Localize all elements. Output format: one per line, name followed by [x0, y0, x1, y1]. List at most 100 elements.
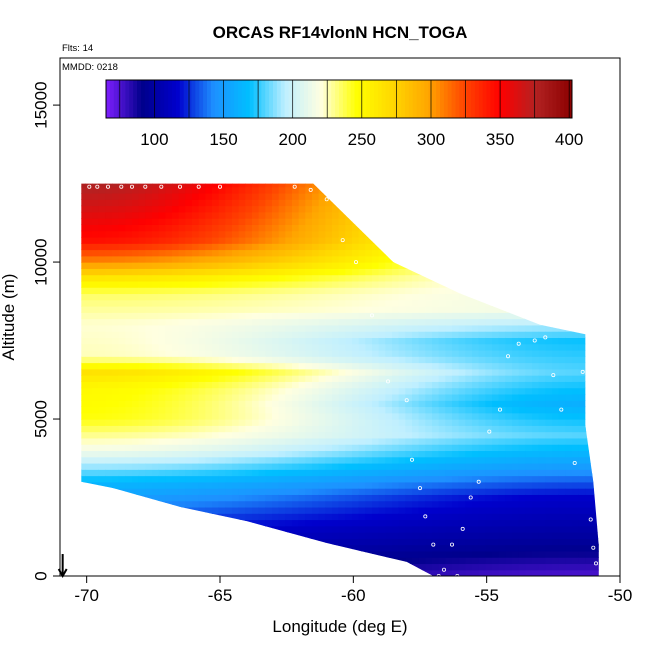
heatmap-cell — [438, 532, 446, 539]
heatmap-cell — [85, 274, 93, 282]
heatmap-cell — [412, 268, 420, 276]
heatmap-cell — [152, 243, 160, 251]
heatmap-cell — [412, 318, 420, 326]
heatmap-cell — [85, 312, 93, 320]
heatmap-cell — [532, 437, 540, 445]
heatmap-cell — [585, 557, 593, 565]
heatmap-cell — [478, 293, 486, 301]
heatmap-cell — [145, 412, 153, 420]
heatmap-cell — [532, 538, 540, 546]
heatmap-cell — [218, 293, 226, 301]
heatmap-cell — [432, 343, 440, 351]
heatmap-cell — [532, 475, 540, 483]
heatmap-cell — [92, 211, 100, 219]
heatmap-cell — [238, 324, 246, 332]
heatmap-cell — [565, 425, 573, 433]
heatmap-cell — [118, 538, 126, 546]
heatmap-cell — [378, 306, 386, 313]
heatmap-cell — [505, 488, 513, 495]
heatmap-cell — [172, 274, 180, 282]
heatmap-cell — [152, 450, 160, 458]
heatmap-cell — [458, 211, 466, 219]
heatmap-cell — [245, 387, 253, 395]
heatmap-cell — [145, 387, 153, 395]
heatmap-cell — [325, 488, 333, 495]
heatmap-cell — [532, 419, 540, 426]
heatmap-cell — [485, 287, 493, 295]
heatmap-cell — [558, 532, 566, 539]
heatmap-cell — [398, 532, 406, 539]
heatmap-cell — [258, 243, 266, 251]
heatmap-cell — [485, 224, 493, 232]
heatmap-cell — [185, 444, 193, 452]
heatmap-cell — [325, 186, 333, 194]
heatmap-cell — [385, 444, 393, 452]
heatmap-cell — [245, 230, 253, 238]
heatmap-cell — [405, 356, 413, 364]
heatmap-cell — [81, 437, 86, 445]
heatmap-cell — [438, 268, 446, 276]
heatmap-cell — [552, 306, 560, 313]
heatmap-cell — [332, 230, 340, 238]
heatmap-cell — [578, 494, 586, 502]
heatmap-cell — [538, 255, 546, 263]
heatmap-cell — [385, 500, 393, 508]
heatmap-cell — [298, 400, 306, 408]
heatmap-cell — [192, 557, 200, 565]
heatmap-cell — [585, 362, 593, 370]
heatmap-cell — [425, 494, 433, 502]
heatmap-cell — [432, 274, 440, 282]
heatmap-cell — [112, 456, 120, 464]
heatmap-cell — [578, 437, 586, 445]
heatmap-cell — [198, 381, 206, 389]
heatmap-cell — [158, 274, 166, 282]
heatmap-cell — [92, 557, 100, 565]
heatmap-cell — [525, 356, 533, 364]
heatmap-cell — [398, 513, 406, 521]
heatmap-cell — [552, 563, 560, 571]
heatmap-cell — [432, 205, 440, 213]
heatmap-cell — [412, 362, 420, 370]
heatmap-cell — [558, 299, 566, 307]
heatmap-cell — [398, 262, 406, 269]
heatmap-cell — [278, 494, 286, 502]
heatmap-cell — [232, 488, 240, 495]
heatmap-cell — [405, 243, 413, 251]
heatmap-cell — [398, 205, 406, 213]
heatmap-cell — [205, 538, 213, 546]
heatmap-cell — [525, 192, 533, 200]
heatmap-cell — [145, 425, 153, 433]
heatmap-cell — [138, 199, 146, 207]
heatmap-cell — [518, 481, 526, 489]
heatmap-cell — [545, 224, 553, 232]
heatmap-cell — [438, 318, 446, 326]
heatmap-cell — [205, 183, 213, 188]
heatmap-cell — [485, 450, 493, 458]
heatmap-cell — [125, 425, 133, 433]
heatmap-cell — [278, 375, 286, 382]
heatmap-cell — [578, 287, 586, 295]
heatmap-cell — [518, 450, 526, 458]
heatmap-cell — [552, 299, 560, 307]
heatmap-cell — [445, 186, 453, 194]
heatmap-cell — [158, 306, 166, 313]
heatmap-cell — [532, 494, 540, 502]
heatmap-cell — [185, 381, 193, 389]
heatmap-cell — [332, 205, 340, 213]
heatmap-cell — [132, 318, 140, 326]
heatmap-cell — [405, 199, 413, 207]
heatmap-cell — [358, 444, 366, 452]
heatmap-cell — [485, 324, 493, 332]
heatmap-cell — [345, 412, 353, 420]
heatmap-cell — [532, 356, 540, 364]
heatmap-cell — [81, 488, 86, 495]
heatmap-cell — [378, 419, 386, 426]
heatmap-cell — [385, 262, 393, 269]
heatmap-cell — [485, 563, 493, 571]
heatmap-cell — [318, 525, 326, 533]
heatmap-cell — [232, 381, 240, 389]
heatmap-cell — [265, 199, 273, 207]
heatmap-cell — [365, 268, 373, 276]
heatmap-cell — [485, 462, 493, 470]
heatmap-cell — [245, 393, 253, 401]
